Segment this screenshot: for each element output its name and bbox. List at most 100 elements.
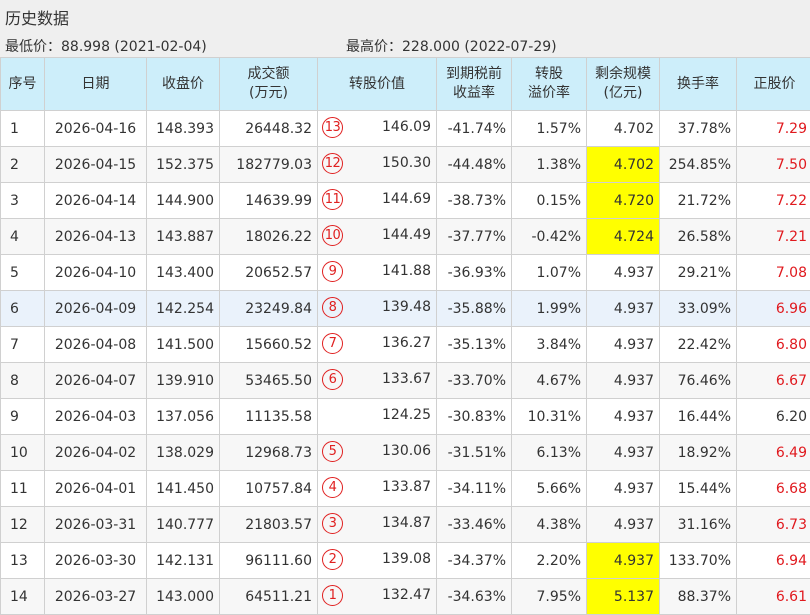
cell-scale: 4.937 [587,255,660,291]
cell-turnover: 31.16% [660,507,737,543]
cell-amount: 12968.73 [220,435,318,471]
cell-premium: 2.20% [512,543,587,579]
conv-value-text: 144.69 [382,191,431,207]
col-header-label: 转股价值 [318,75,436,94]
col-header-label: 成交额 [220,65,317,84]
cell-turnover: 18.92% [660,435,737,471]
cell-ytm: -37.77% [437,219,512,255]
cell-amount: 15660.52 [220,327,318,363]
cell-conv-value: 124.25 [318,399,437,435]
cell-date: 2026-03-31 [45,507,147,543]
cell-date: 2026-03-30 [45,543,147,579]
cell-scale: 4.720 [587,183,660,219]
cell-date: 2026-04-16 [45,111,147,147]
cell-close: 143.400 [147,255,220,291]
cell-ytm: -38.73% [437,183,512,219]
cell-turnover: 21.72% [660,183,737,219]
col-header-label: 剩余规模 [587,65,659,84]
cell-premium: 1.99% [512,291,587,327]
col-header-close[interactable]: 收盘价 [147,58,220,111]
cell-no: 8 [1,363,45,399]
cell-stock-price: 6.67 [737,363,810,399]
cell-date: 2026-04-13 [45,219,147,255]
price-summary: 最低价：88.998 (2021-02-04) 最高价：228.000 (202… [0,32,810,58]
col-header-premium[interactable]: 转股溢价率 [512,58,587,111]
cell-close: 152.375 [147,147,220,183]
cell-date: 2026-04-02 [45,435,147,471]
cell-ytm: -34.11% [437,471,512,507]
cell-close: 143.887 [147,219,220,255]
cell-ytm: -30.83% [437,399,512,435]
col-header-label: 转股 [512,65,586,84]
history-table: 序号日期收盘价成交额(万元)转股价值到期税前收益率转股溢价率剩余规模(亿元)换手… [0,57,810,615]
rank-badge: 12 [322,153,343,174]
cell-stock-price: 7.08 [737,255,810,291]
cell-date: 2026-04-01 [45,471,147,507]
col-header-label: 到期税前 [437,65,511,84]
col-header-stock-price[interactable]: 正股价 [737,58,810,111]
min-price-label: 最低价：88.998 (2021-02-04) [5,36,207,56]
rank-badge: 3 [322,513,343,534]
col-header-no[interactable]: 序号 [1,58,45,111]
cell-premium: 6.13% [512,435,587,471]
cell-stock-price: 6.20 [737,399,810,435]
col-header-label: 日期 [45,75,146,94]
col-header-label: 正股价 [737,75,810,94]
col-header-turnover[interactable]: 换手率 [660,58,737,111]
cell-ytm: -34.37% [437,543,512,579]
cell-turnover: 26.58% [660,219,737,255]
col-header-label: 收盘价 [147,75,219,94]
col-header-ytm[interactable]: 到期税前收益率 [437,58,512,111]
col-header-date[interactable]: 日期 [45,58,147,111]
cell-amount: 18026.22 [220,219,318,255]
cell-premium: 0.15% [512,183,587,219]
cell-premium: 1.07% [512,255,587,291]
cell-stock-price: 6.80 [737,327,810,363]
cell-ytm: -33.46% [437,507,512,543]
col-header-scale[interactable]: 剩余规模(亿元) [587,58,660,111]
cell-date: 2026-03-27 [45,579,147,615]
cell-date: 2026-04-03 [45,399,147,435]
cell-no: 4 [1,219,45,255]
col-header-label: 收益率 [437,84,511,103]
cell-date: 2026-04-14 [45,183,147,219]
cell-close: 144.900 [147,183,220,219]
rank-badge: 10 [322,225,343,246]
cell-close: 141.500 [147,327,220,363]
max-price-label: 最高价：228.000 (2022-07-29) [346,36,557,56]
cell-scale: 4.724 [587,219,660,255]
col-header-amount[interactable]: 成交额(万元) [220,58,318,111]
cell-turnover: 133.70% [660,543,737,579]
rank-badge: 6 [322,369,343,390]
cell-amount: 14639.99 [220,183,318,219]
col-header-label: 溢价率 [512,84,586,103]
cell-stock-price: 7.50 [737,147,810,183]
cell-premium: 4.67% [512,363,587,399]
col-header-conv-value[interactable]: 转股价值 [318,58,437,111]
cell-no: 2 [1,147,45,183]
cell-stock-price: 7.21 [737,219,810,255]
cell-close: 140.777 [147,507,220,543]
conv-value-text: 136.27 [382,335,431,351]
cell-turnover: 76.46% [660,363,737,399]
cell-ytm: -41.74% [437,111,512,147]
cell-turnover: 88.37% [660,579,737,615]
cell-ytm: -31.51% [437,435,512,471]
